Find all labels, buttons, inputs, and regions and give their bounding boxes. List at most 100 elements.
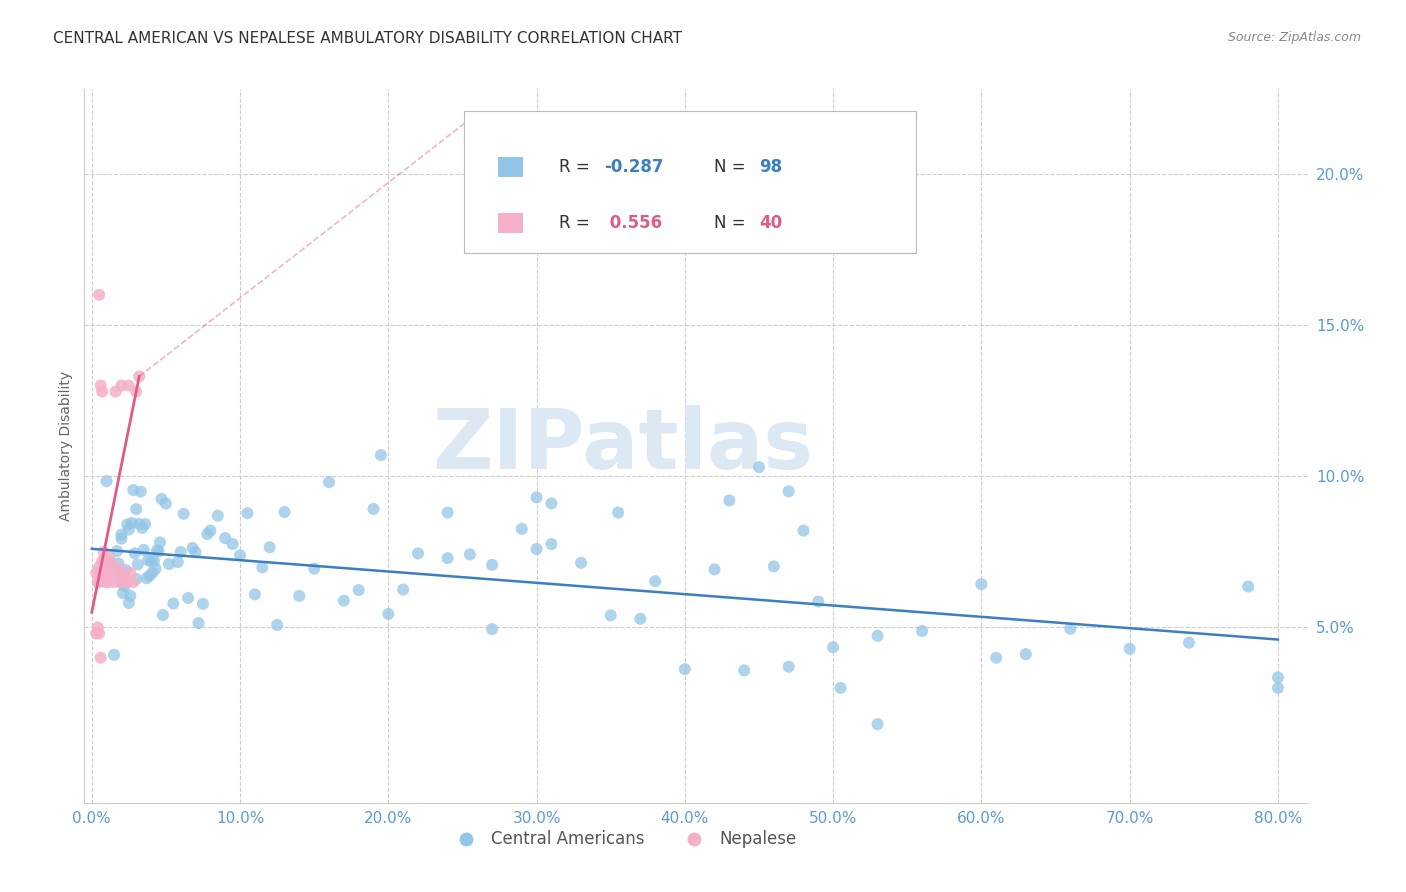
Point xyxy=(97,575,120,590)
Point xyxy=(607,506,630,520)
Point xyxy=(599,608,621,623)
Point xyxy=(135,571,157,585)
Point xyxy=(96,554,118,568)
Point xyxy=(96,474,118,488)
Point xyxy=(143,554,166,568)
Point xyxy=(98,554,121,568)
Point xyxy=(122,483,145,497)
Point xyxy=(121,516,143,530)
Point xyxy=(778,659,800,673)
Point xyxy=(103,648,125,662)
Point xyxy=(911,624,934,638)
Point xyxy=(458,548,481,562)
Point xyxy=(103,563,125,577)
Point xyxy=(128,369,150,384)
Point xyxy=(214,531,236,545)
Point xyxy=(96,566,118,580)
Point xyxy=(392,582,415,597)
Point xyxy=(122,575,145,590)
Point xyxy=(91,566,114,580)
Point xyxy=(117,517,139,532)
Point xyxy=(830,681,852,695)
Point xyxy=(89,560,111,574)
Point xyxy=(112,579,135,593)
Point xyxy=(108,575,131,590)
Point xyxy=(703,562,725,576)
Point xyxy=(259,541,281,555)
Point xyxy=(481,622,503,636)
Point xyxy=(118,523,141,537)
Point xyxy=(406,546,429,560)
Point xyxy=(139,554,162,568)
Point xyxy=(970,577,993,591)
Point xyxy=(318,475,340,490)
Point xyxy=(302,561,325,575)
Point xyxy=(1118,641,1140,656)
Point xyxy=(778,484,800,499)
Point xyxy=(673,662,696,676)
Point xyxy=(540,496,562,510)
Point xyxy=(792,524,814,538)
Point xyxy=(150,491,173,506)
Legend: Central Americans, Nepalese: Central Americans, Nepalese xyxy=(443,824,803,855)
Point xyxy=(526,491,548,505)
Point xyxy=(94,575,117,590)
Point xyxy=(363,502,385,516)
Point xyxy=(370,448,392,462)
Point xyxy=(89,288,111,302)
Point xyxy=(748,460,770,475)
Point xyxy=(104,384,127,399)
Point xyxy=(149,535,172,549)
Point xyxy=(273,505,295,519)
Point xyxy=(136,553,159,567)
Point xyxy=(125,572,148,586)
Point xyxy=(108,565,131,579)
Point xyxy=(90,378,112,392)
Point xyxy=(170,545,193,559)
Point xyxy=(115,563,138,577)
Point xyxy=(111,575,134,590)
Point xyxy=(157,557,180,571)
Point xyxy=(526,542,548,557)
Point xyxy=(120,566,142,580)
Point xyxy=(118,596,141,610)
Point xyxy=(110,532,132,546)
Text: CENTRAL AMERICAN VS NEPALESE AMBULATORY DISABILITY CORRELATION CHART: CENTRAL AMERICAN VS NEPALESE AMBULATORY … xyxy=(53,31,682,46)
Point xyxy=(94,554,117,568)
Point xyxy=(90,566,112,580)
Point xyxy=(177,591,200,605)
Point xyxy=(1015,647,1038,661)
Point xyxy=(129,484,152,499)
Point xyxy=(823,640,845,655)
Point xyxy=(191,597,214,611)
Text: 98: 98 xyxy=(759,158,783,176)
Point xyxy=(733,664,755,678)
Point xyxy=(436,506,458,520)
Point xyxy=(181,541,204,555)
Point xyxy=(1267,681,1289,695)
Point xyxy=(107,566,129,580)
Point xyxy=(162,597,184,611)
Point xyxy=(91,566,114,580)
Point xyxy=(93,545,115,559)
Point xyxy=(807,594,830,608)
Point xyxy=(866,717,889,731)
Point xyxy=(105,560,128,574)
Point xyxy=(84,626,107,640)
Point xyxy=(510,522,533,536)
Point xyxy=(718,493,741,508)
Point xyxy=(1237,580,1260,594)
Point xyxy=(89,626,111,640)
Point xyxy=(125,502,148,516)
Bar xyxy=(498,157,523,177)
Point xyxy=(134,517,156,532)
Point xyxy=(221,537,243,551)
Point xyxy=(187,616,209,631)
Point xyxy=(117,575,139,590)
Point xyxy=(86,575,108,590)
Point xyxy=(481,558,503,572)
Point xyxy=(184,545,207,559)
Point xyxy=(866,629,889,643)
Point xyxy=(98,566,121,580)
Point xyxy=(142,566,165,580)
